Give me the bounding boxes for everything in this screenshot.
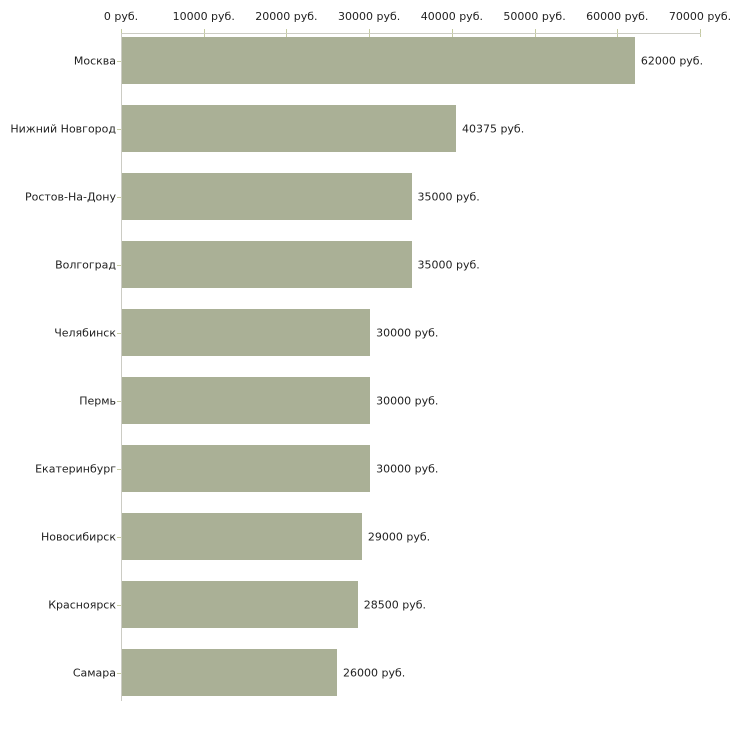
- value-label: 62000 руб.: [640, 54, 704, 67]
- value-label: 35000 руб.: [417, 190, 480, 203]
- x-axis-tick-label: 10000 руб.: [172, 10, 235, 23]
- category-label: Волгоград: [55, 258, 116, 271]
- value-label: 35000 руб.: [417, 258, 480, 271]
- category-label: Москва: [73, 54, 116, 67]
- x-axis-tick-label: 40000 руб.: [420, 10, 483, 23]
- category-label: Красноярск: [48, 598, 116, 611]
- y-axis-tick-mark: [117, 196, 121, 198]
- bar: [122, 649, 338, 696]
- y-axis-tick-mark: [117, 604, 121, 606]
- bar: [122, 513, 362, 560]
- x-axis-tick-label: 20000 руб.: [255, 10, 318, 23]
- y-axis-tick-mark: [117, 672, 121, 674]
- bar: [122, 105, 456, 152]
- x-axis-tick-label: 30000 руб.: [338, 10, 401, 23]
- value-label: 29000 руб.: [367, 530, 431, 543]
- bar: [122, 37, 635, 84]
- y-axis-tick-mark: [117, 536, 121, 538]
- y-axis-tick-mark: [117, 332, 121, 334]
- y-axis-tick-mark: [117, 60, 121, 62]
- y-axis-tick-mark: [117, 468, 121, 470]
- bar: [122, 173, 412, 220]
- value-label: 30000 руб.: [376, 462, 439, 475]
- category-label: Новосибирск: [40, 530, 116, 543]
- x-axis-tick-label: 0 руб.: [103, 10, 139, 23]
- x-axis-tick-label: 70000 руб.: [668, 10, 730, 23]
- x-axis-tick-label: 50000 руб.: [503, 10, 566, 23]
- category-label: Челябинск: [54, 326, 116, 339]
- bar: [122, 309, 371, 356]
- value-label: 40375 руб.: [461, 122, 525, 135]
- value-label: 30000 руб.: [376, 326, 439, 339]
- category-label: Пермь: [79, 394, 116, 407]
- category-label: Ростов-На-Дону: [24, 190, 116, 203]
- bar: [122, 581, 358, 628]
- x-axis-tick-label: 60000 руб.: [586, 10, 649, 23]
- y-axis-tick-mark: [117, 128, 121, 130]
- y-axis-line: [121, 33, 122, 701]
- value-label: 28500 руб.: [363, 598, 426, 611]
- x-axis-line: [121, 33, 701, 34]
- bar: [122, 445, 371, 492]
- bar: [122, 377, 371, 424]
- category-label: Нижний Новгород: [10, 122, 116, 135]
- category-label: Екатеринбург: [35, 462, 116, 475]
- y-axis-tick-mark: [117, 264, 121, 266]
- value-label: 30000 руб.: [376, 394, 439, 407]
- value-label: 26000 руб.: [343, 666, 406, 679]
- y-axis-tick-mark: [117, 400, 121, 402]
- category-label: Самара: [72, 666, 116, 679]
- bar: [122, 241, 412, 288]
